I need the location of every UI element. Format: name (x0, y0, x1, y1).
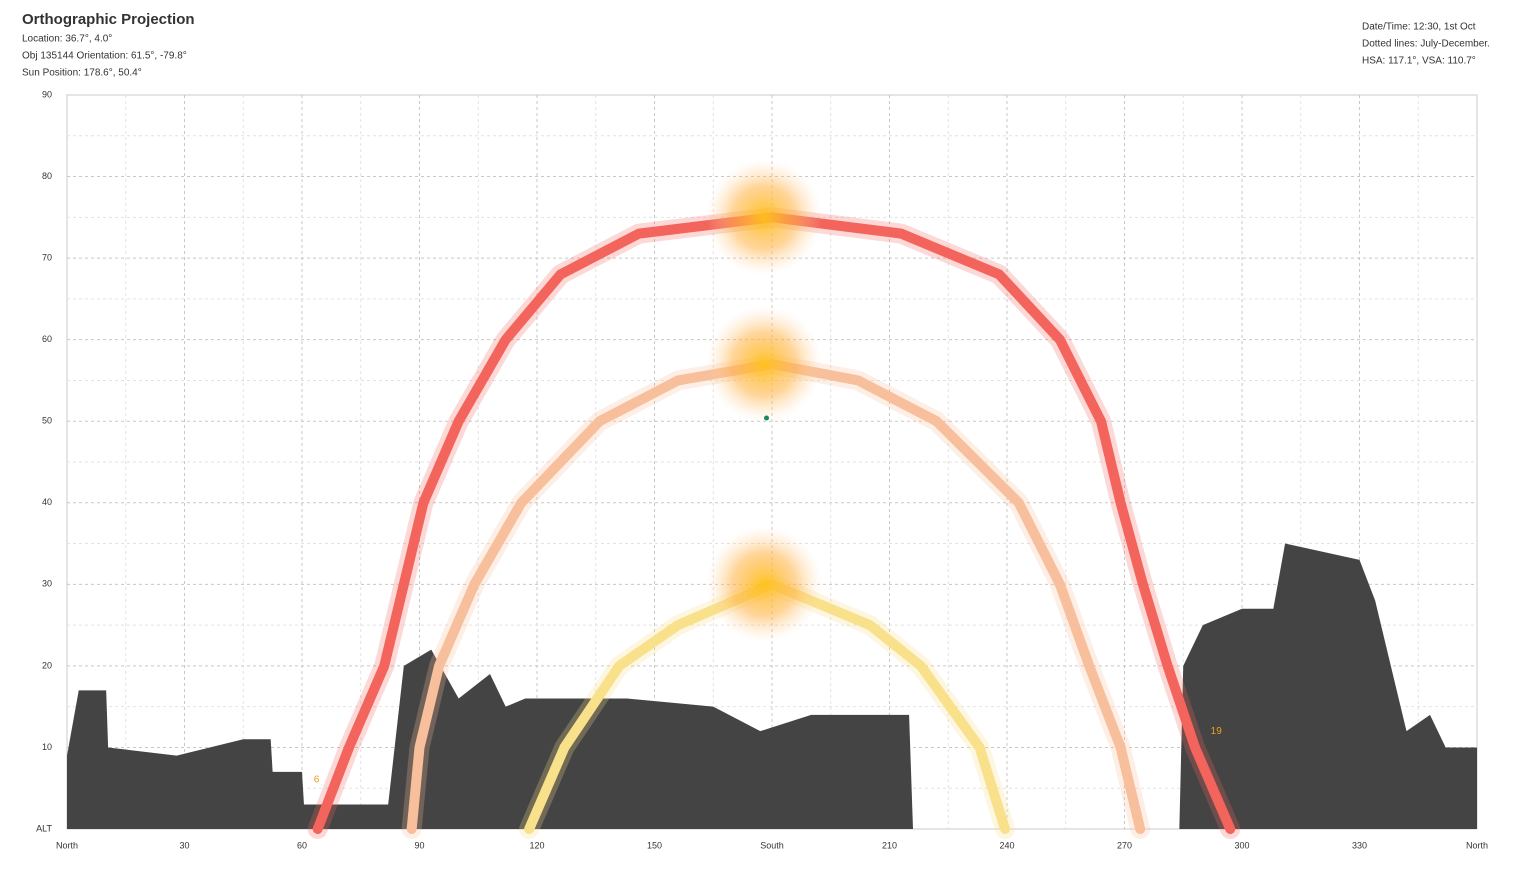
hour-label: 6 (314, 775, 320, 786)
x-tick-label: 150 (647, 840, 662, 850)
sun-glow (706, 306, 822, 423)
hour-label: 19 (1211, 726, 1223, 737)
y-tick-label: 50 (42, 416, 52, 426)
sun-position (764, 415, 770, 421)
y-tick-label: 40 (42, 497, 52, 507)
y-tick-label: 90 (42, 89, 52, 99)
x-tick-label: North (56, 840, 78, 850)
y-tick-label: 20 (42, 660, 52, 670)
x-tick-label: 120 (529, 840, 544, 850)
info-text: Date/Time: 12:30, 1st Oct (1362, 22, 1476, 33)
y-tick-label: ALT (36, 823, 52, 833)
info-text: Sun Position: 178.6°, 50.4° (22, 68, 142, 79)
info-text: Obj 135144 Orientation: 61.5°, -79.8° (22, 51, 187, 62)
x-tick-label: South (760, 840, 784, 850)
sun-glow (706, 159, 822, 276)
x-tick-label: 330 (1352, 840, 1367, 850)
x-tick-label: 60 (297, 840, 307, 850)
x-tick-label: 300 (1234, 840, 1249, 850)
x-tick-label: 270 (1117, 840, 1132, 850)
sun-glow (706, 526, 822, 643)
x-tick-label: 90 (414, 840, 424, 850)
chart-title: Orthographic Projection (22, 11, 195, 28)
x-tick-label: 240 (999, 840, 1014, 850)
x-tick-label: North (1466, 840, 1488, 850)
x-tick-label: 210 (882, 840, 897, 850)
y-tick-label: 70 (42, 252, 52, 262)
y-tick-label: 80 (42, 171, 52, 181)
y-tick-label: 60 (42, 334, 52, 344)
x-tick-label: 30 (179, 840, 189, 850)
info-text: HSA: 117.1°, VSA: 110.7° (1362, 56, 1476, 67)
y-tick-label: 30 (42, 579, 52, 589)
info-text: Dotted lines: July-December. (1362, 39, 1490, 50)
info-text: Location: 36.7°, 4.0° (22, 34, 112, 45)
y-tick-label: 10 (42, 742, 52, 752)
